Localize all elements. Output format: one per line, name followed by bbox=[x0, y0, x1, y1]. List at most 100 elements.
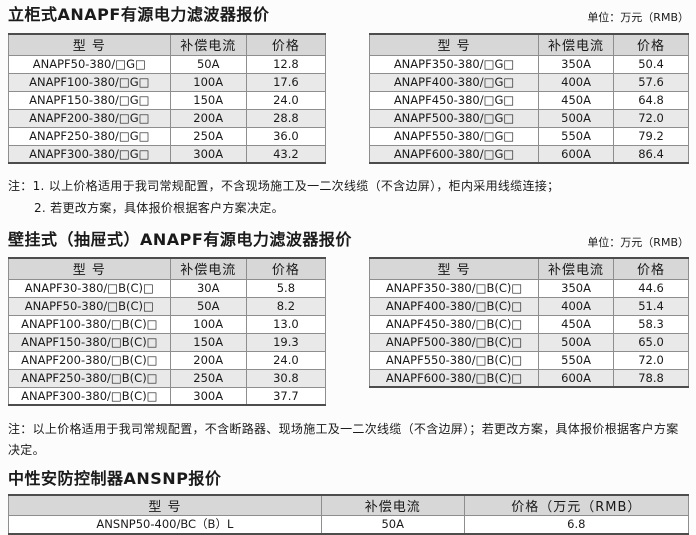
price-cell: 65.0 bbox=[613, 332, 689, 352]
current-cell: 200A bbox=[169, 108, 247, 128]
price-cell: 30.8 bbox=[245, 368, 327, 388]
model-cell: ANAPF250-380/□G□ bbox=[8, 126, 171, 146]
model-cell: ANAPF550-380/□G□ bbox=[368, 126, 540, 146]
table-row: ANAPF200-380/□B(C)□ 200A 24.0 bbox=[8, 350, 327, 370]
table-row: ANAPF150-380/□G□ 150A 24.0 bbox=[8, 90, 327, 110]
model-cell: ANAPF200-380/□B(C)□ bbox=[8, 350, 171, 370]
model-cell: ANAPF30-380/□B(C)□ bbox=[8, 278, 171, 298]
current-cell: 250A bbox=[169, 368, 247, 388]
table-row: ANAPF350-380/□B(C)□ 350A 44.6 bbox=[368, 278, 689, 298]
column-header-model: 型 号 bbox=[368, 257, 540, 280]
header-row: 型 号补偿电流 价格（万元（RMB） bbox=[8, 494, 690, 516]
table-row: ANAPF400-380/□B(C)□ 400A 51.4 bbox=[368, 296, 689, 316]
current-cell: 150A bbox=[169, 332, 247, 352]
column-header-current: 补偿电流 bbox=[538, 33, 615, 56]
price-cell: 86.4 bbox=[613, 144, 689, 164]
model-cell: ANAPF450-380/□G□ bbox=[368, 90, 540, 110]
model-cell: ANAPF600-380/□G□ bbox=[368, 144, 540, 164]
price-cell: 57.6 bbox=[613, 72, 689, 92]
current-cell: 550A bbox=[538, 126, 615, 146]
column-header-model: 型 号 bbox=[8, 494, 322, 516]
column-header-model: 型 号 bbox=[8, 257, 171, 280]
note-line: 注：1. 以上价格适用于我司常规配置，不含现场施工及一二次线缆（不含边屏），柜内… bbox=[8, 179, 560, 193]
current-cell: 400A bbox=[538, 296, 615, 316]
current-cell: 100A bbox=[169, 314, 247, 334]
current-cell: 450A bbox=[538, 314, 615, 334]
model-cell: ANAPF50-380/□B(C)□ bbox=[8, 296, 171, 316]
section1-unit-label: 单位：万元（RMB） bbox=[587, 11, 689, 24]
model-cell: ANAPF400-380/□B(C)□ bbox=[368, 296, 540, 316]
price-cell: 5.8 bbox=[245, 278, 327, 298]
current-cell: 50A bbox=[320, 515, 465, 534]
price-cell: 24.0 bbox=[245, 90, 327, 110]
current-cell: 300A bbox=[169, 386, 247, 406]
model-cell: ANAPF50-380/□G□ bbox=[8, 54, 171, 74]
price-cell: 58.3 bbox=[613, 314, 689, 334]
table-row: ANSNP50-400/BC（B）L 50A 6.8 bbox=[8, 515, 690, 534]
column-header-model: 型 号 bbox=[368, 33, 540, 56]
price-cell: 51.4 bbox=[613, 296, 689, 316]
current-cell: 350A bbox=[538, 278, 615, 298]
header-row: 型 号补偿电流 价格 bbox=[8, 33, 327, 56]
table-row: ANAPF550-380/□G□ 550A 79.2 bbox=[368, 126, 689, 146]
price-cell: 50.4 bbox=[613, 54, 689, 74]
section1-tables: 型 号补偿电流 价格 ANAPF50-380/□G□ 50A 12.8 ANAPF100-… bbox=[8, 33, 689, 164]
table-row: ANAPF50-380/□B(C)□ 50A 8.2 bbox=[8, 296, 327, 316]
current-cell: 100A bbox=[169, 72, 247, 92]
section3-title: 中性安防控制器ANSNP报价 bbox=[8, 469, 222, 488]
model-cell: ANAPF100-380/□G□ bbox=[8, 72, 171, 92]
column-header-model: 型 号 bbox=[8, 33, 171, 56]
current-cell: 350A bbox=[538, 54, 615, 74]
note-line: 注：以上价格适用于我司常规配置，不含断路器、现场施工及一二次线缆（不含边屏）；若… bbox=[8, 422, 679, 457]
current-cell: 250A bbox=[169, 126, 247, 146]
model-cell: ANSNP50-400/BC（B）L bbox=[8, 515, 322, 534]
price-cell: 13.0 bbox=[245, 314, 327, 334]
model-cell: ANAPF500-380/□G□ bbox=[368, 108, 540, 128]
column-header-price: 价格 bbox=[245, 257, 327, 280]
price-cell: 28.8 bbox=[245, 108, 327, 128]
current-cell: 50A bbox=[169, 54, 247, 74]
current-cell: 200A bbox=[169, 350, 247, 370]
table-row: ANAPF100-380/□G□ 100A 17.6 bbox=[8, 72, 327, 92]
price-cell: 44.6 bbox=[613, 278, 689, 298]
price-cell: 72.0 bbox=[613, 350, 689, 370]
ansnp-price-table: 型 号补偿电流 价格（万元（RMB） ANSNP50-400/BC（B）L 50A 6.… bbox=[8, 494, 690, 535]
price-cell: 17.6 bbox=[245, 72, 327, 92]
column-header-price: 价格 bbox=[613, 257, 689, 280]
price-cell: 78.8 bbox=[613, 368, 689, 388]
current-cell: 500A bbox=[538, 108, 615, 128]
model-cell: ANAPF200-380/□G□ bbox=[8, 108, 171, 128]
header-row: 型 号补偿电流 价格 bbox=[368, 257, 689, 280]
section1-header: 立柜式ANAPF有源电力滤波器报价 单位：万元（RMB） bbox=[8, 5, 689, 25]
section1-title: 立柜式ANAPF有源电力滤波器报价 bbox=[8, 5, 270, 24]
column-header-current: 补偿电流 bbox=[169, 257, 247, 280]
table-row: ANAPF50-380/□G□ 50A 12.8 bbox=[8, 54, 327, 74]
column-header-price: 价格（万元（RMB） bbox=[463, 494, 690, 516]
table-row: ANAPF500-380/□G□ 500A 72.0 bbox=[368, 108, 689, 128]
price-cell: 37.7 bbox=[245, 386, 327, 406]
model-cell: ANAPF350-380/□B(C)□ bbox=[368, 278, 540, 298]
section2-title: 壁挂式（抽屉式）ANAPF有源电力滤波器报价 bbox=[8, 230, 352, 249]
column-header-current: 补偿电流 bbox=[538, 257, 615, 280]
price-cell: 6.8 bbox=[463, 515, 690, 534]
current-cell: 600A bbox=[538, 144, 615, 164]
model-cell: ANAPF250-380/□B(C)□ bbox=[8, 368, 171, 388]
model-cell: ANAPF400-380/□G□ bbox=[368, 72, 540, 92]
cabinet-price-table-left: 型 号补偿电流 价格 ANAPF50-380/□G□ 50A 12.8 ANAPF100-… bbox=[8, 33, 327, 164]
table-row: ANAPF150-380/□B(C)□ 150A 19.3 bbox=[8, 332, 327, 352]
cabinet-price-table-right: 型 号补偿电流 价格 ANAPF350-380/□G□ 350A 50.4 ANAPF40… bbox=[368, 33, 689, 164]
price-cell: 12.8 bbox=[245, 54, 327, 74]
model-cell: ANAPF300-380/□G□ bbox=[8, 144, 171, 164]
table-row: ANAPF250-380/□B(C)□ 250A 30.8 bbox=[8, 368, 327, 388]
table-row: ANAPF600-380/□B(C)□ 600A 78.8 bbox=[368, 368, 689, 388]
model-cell: ANAPF600-380/□B(C)□ bbox=[368, 368, 540, 388]
model-cell: ANAPF150-380/□G□ bbox=[8, 90, 171, 110]
table-row: ANAPF30-380/□B(C)□ 30A 5.8 bbox=[8, 278, 327, 298]
price-cell: 64.8 bbox=[613, 90, 689, 110]
wallmount-price-table-right: 型 号补偿电流 价格 ANAPF350-380/□B(C)□ 350A 44.6 ANAP… bbox=[368, 257, 689, 388]
wallmount-price-table-left: 型 号补偿电流 价格 ANAPF30-380/□B(C)□ 30A 5.8 ANAPF50… bbox=[8, 257, 327, 406]
price-cell: 24.0 bbox=[245, 350, 327, 370]
section2-header: 壁挂式（抽屉式）ANAPF有源电力滤波器报价 单位：万元（RMB） bbox=[8, 230, 689, 250]
model-cell: ANAPF150-380/□B(C)□ bbox=[8, 332, 171, 352]
price-cell: 43.2 bbox=[245, 144, 327, 164]
